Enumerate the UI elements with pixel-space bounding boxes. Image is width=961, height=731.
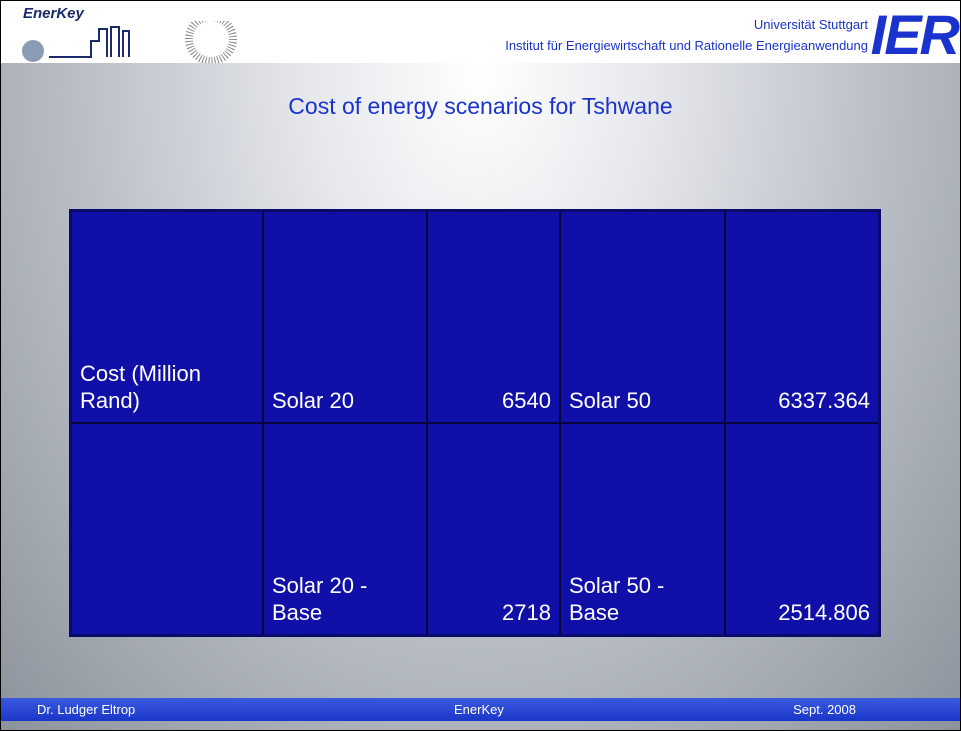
footer-project: EnerKey [454, 702, 504, 717]
brand: IER [871, 5, 958, 65]
logo-graphic [21, 21, 241, 63]
table-cell: 6540 [427, 211, 560, 424]
slide: EnerKey Universität Stuttgart Institut f… [0, 0, 961, 731]
table-cell: Solar 50 - Base [560, 423, 725, 636]
table-cell: Solar 20 [263, 211, 427, 424]
footer-date: Sept. 2008 [793, 702, 856, 717]
table-cell: 2514.806 [725, 423, 880, 636]
table-cell [71, 423, 264, 636]
table-cell: Cost (Million Rand) [71, 211, 264, 424]
table-cell: Solar 50 [560, 211, 725, 424]
logo-text: EnerKey [23, 5, 84, 22]
footer: Dr. Ludger Eltrop EnerKey Sept. 2008 [1, 698, 960, 721]
institute: Institut für Energiewirtschaft und Ratio… [505, 38, 868, 53]
table-cell: Solar 20 - Base [263, 423, 427, 636]
university: Universität Stuttgart [754, 17, 868, 32]
header: EnerKey Universität Stuttgart Institut f… [1, 1, 960, 63]
footer-author: Dr. Ludger Eltrop [37, 702, 135, 717]
slide-title: Cost of energy scenarios for Tshwane [1, 93, 960, 120]
table-cell: 2718 [427, 423, 560, 636]
table-cell: 6337.364 [725, 211, 880, 424]
